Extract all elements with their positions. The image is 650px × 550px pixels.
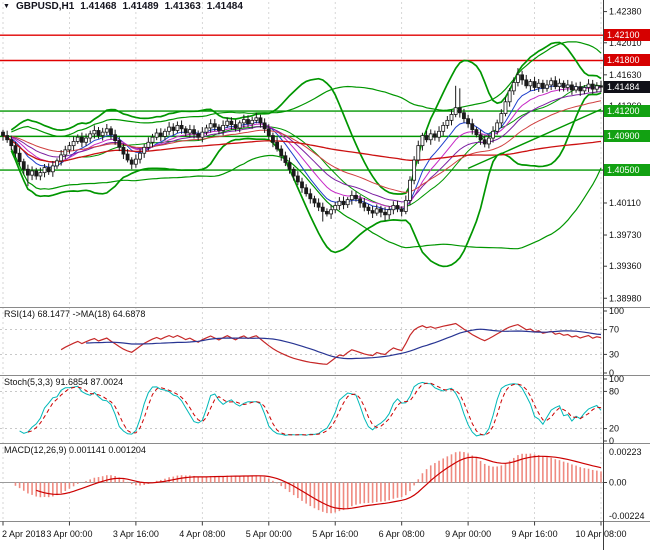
svg-text:20: 20 — [609, 424, 619, 434]
svg-text:100: 100 — [609, 374, 624, 384]
bollinger-bands — [10, 41, 602, 268]
trendline[interactable] — [467, 108, 602, 170]
svg-text:1.40110: 1.40110 — [609, 198, 641, 208]
macd-indicator-label: MACD(12,26,9) 0.001141 0.001204 — [4, 445, 146, 455]
ohlc-high: 1.41489 — [122, 1, 159, 12]
svg-text:6 Apr 08:00: 6 Apr 08:00 — [379, 529, 425, 539]
svg-text:9 Apr 16:00: 9 Apr 16:00 — [512, 529, 558, 539]
support-resistance-lines[interactable] — [0, 34, 603, 171]
chart-context-icon[interactable]: ▼ — [3, 3, 10, 10]
svg-text:1.42380: 1.42380 — [609, 7, 642, 17]
svg-text:2 Apr 2018: 2 Apr 2018 — [2, 529, 46, 539]
stoch-indicator-label: Stoch(5,3,3) 91.6854 87.0024 — [4, 377, 124, 387]
candles-layer[interactable] — [1, 68, 603, 222]
svg-text:10 Apr 08:00: 10 Apr 08:00 — [575, 529, 626, 539]
svg-text:30: 30 — [609, 349, 619, 359]
svg-text:100: 100 — [609, 306, 624, 316]
svg-text:1.40500: 1.40500 — [609, 165, 642, 175]
svg-text:5 Apr 00:00: 5 Apr 00:00 — [246, 529, 292, 539]
ohlc-open: 1.41468 — [80, 1, 117, 12]
svg-text:1.38980: 1.38980 — [609, 293, 642, 303]
svg-text:1.41630: 1.41630 — [609, 70, 642, 80]
svg-text:1.40880: 1.40880 — [609, 133, 642, 143]
svg-text:1.39730: 1.39730 — [609, 230, 642, 240]
moving-averages — [2, 85, 602, 211]
svg-text:0.00: 0.00 — [609, 478, 627, 488]
rsi-indicator-label: RSI(14) 68.1477 ->MA(18) 64.6878 — [4, 309, 146, 319]
ohlc-low: 1.41363 — [164, 1, 201, 12]
svg-text:0: 0 — [609, 368, 614, 378]
svg-text:5 Apr 16:00: 5 Apr 16:00 — [312, 529, 358, 539]
svg-text:3 Apr 16:00: 3 Apr 16:00 — [113, 529, 159, 539]
svg-text:70: 70 — [609, 325, 619, 335]
svg-text:1.41260: 1.41260 — [609, 101, 642, 111]
price-axis[interactable]: 1.42380 1.42010 1.41630 1.41260 1.40880 1.405… — [603, 7, 642, 304]
stochastic-panel — [0, 381, 603, 437]
svg-text:-0.00224: -0.00224 — [609, 511, 645, 521]
svg-text:0: 0 — [609, 436, 614, 446]
ohlc-close: 1.41484 — [206, 1, 243, 12]
macd-panel — [0, 451, 603, 514]
chart-title: ▼ GBPUSD,H1 1.41468 1.41489 1.41363 1.41484 — [3, 1, 249, 12]
svg-text:1.42010: 1.42010 — [609, 38, 642, 48]
rsi-panel — [0, 322, 603, 365]
svg-text:0.00223: 0.00223 — [609, 447, 642, 457]
svg-text:80: 80 — [609, 386, 619, 396]
svg-text:9 Apr 00:00: 9 Apr 00:00 — [445, 529, 491, 539]
svg-text:1.39360: 1.39360 — [609, 261, 642, 271]
time-axis[interactable]: 2 Apr 2018 3 Apr 00:00 3 Apr 16:00 4 Apr 08… — [2, 521, 627, 540]
symbol-period-label: GBPUSD,H1 — [15, 1, 75, 12]
svg-text:3 Apr 00:00: 3 Apr 00:00 — [46, 529, 92, 539]
svg-text:4 Apr 08:00: 4 Apr 08:00 — [179, 529, 225, 539]
